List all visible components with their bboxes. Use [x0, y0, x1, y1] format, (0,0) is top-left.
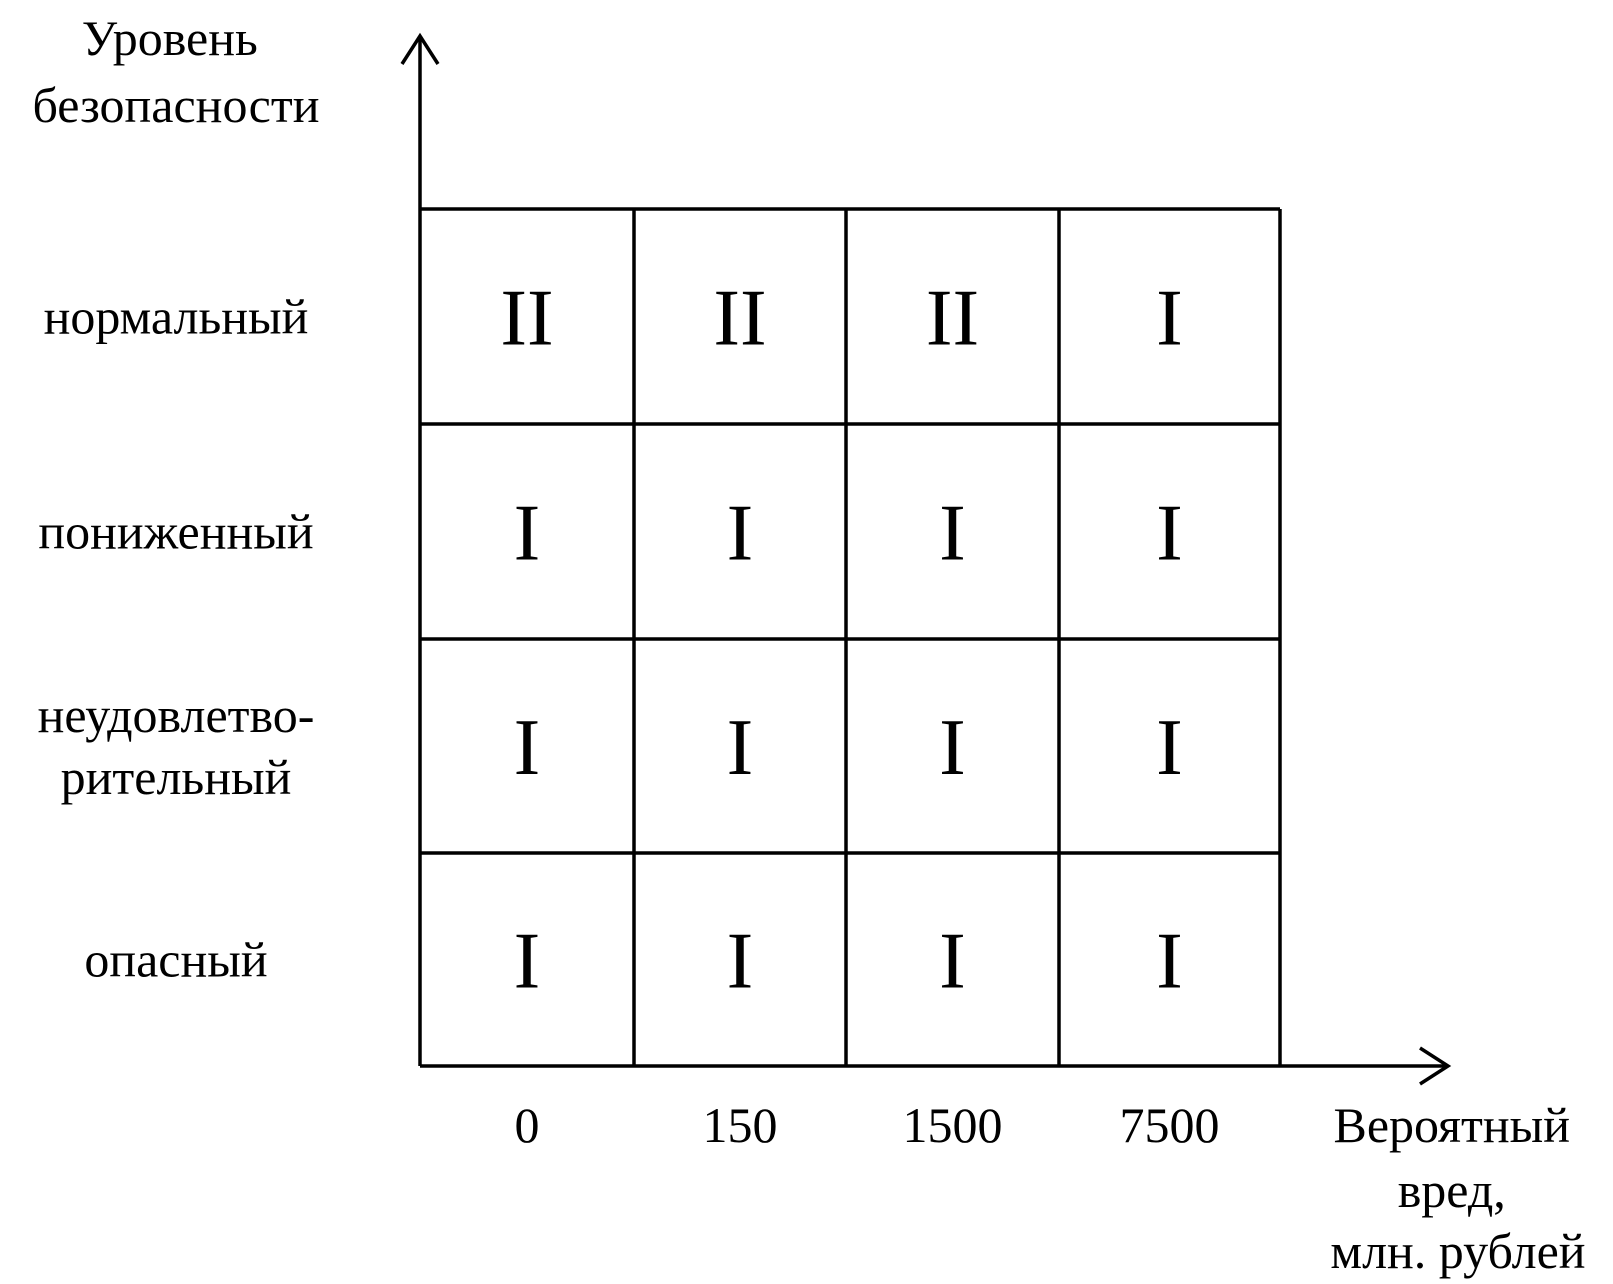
y-axis-category-label-line: рительный [61, 749, 292, 805]
grid-cell-value: I [514, 918, 541, 1006]
grid-cell-value: I [727, 490, 754, 578]
grid-cell-value: I [514, 704, 541, 792]
y-axis-arrowhead [400, 32, 440, 65]
y-axis-title-line-2: безопасности [33, 77, 320, 133]
grid-cell-value: I [939, 918, 966, 1006]
x-axis-title: Вероятный вред, млн. рублей [1330, 1097, 1585, 1279]
y-axis-category-label-line: пониженный [38, 504, 313, 560]
x-axis-arrowhead [1419, 1046, 1452, 1086]
y-axis-title-line-1: Уровень [82, 10, 258, 66]
grid-cell-value: I [939, 704, 966, 792]
x-axis-tick-label: 150 [703, 1097, 778, 1153]
y-axis-category-labels: нормальный пониженный неудовлетво-рительны… [38, 289, 315, 988]
grid-cell-value: I [939, 490, 966, 578]
x-axis-title-line-3: млн. рублей [1330, 1223, 1585, 1279]
grid-cells: II II II II I I II I I II I I I [500, 275, 1182, 1006]
grid-cell-value: I [727, 704, 754, 792]
grid-cell-value: I [727, 918, 754, 1006]
grid-cell-value: II [926, 275, 979, 363]
y-axis-category-label: неудовлетво-рительный [38, 687, 315, 805]
grid-cell-value: II [500, 275, 553, 363]
grid-cell-value: I [514, 490, 541, 578]
y-axis-category-label-line: опасный [84, 932, 267, 988]
y-axis-category-label: опасный [84, 932, 267, 988]
y-axis-category-label: нормальный [44, 289, 309, 345]
grid-cell-value: I [1156, 704, 1183, 792]
grid-cell-value: I [1156, 490, 1183, 578]
x-axis-tick-label: 0 [515, 1097, 540, 1153]
grid-lines [420, 207, 1282, 1066]
x-axis-tick-label: 1500 [903, 1097, 1003, 1153]
y-axis-title: Уровень безопасности [33, 10, 320, 133]
x-axis-title-line-1: Вероятный [1333, 1097, 1570, 1153]
grid-cell-value: I [1156, 275, 1183, 363]
grid-cell-value: I [1156, 918, 1183, 1006]
y-axis-category-label-line: неудовлетво- [38, 687, 315, 743]
x-axis-tick-labels: 0 150 1500 7500 [515, 1097, 1220, 1153]
x-axis-tick-label: 7500 [1120, 1097, 1220, 1153]
y-axis-category-label: пониженный [38, 504, 313, 560]
x-axis-title-line-2: вред, [1398, 1162, 1506, 1218]
grid-cell-value: II [713, 275, 766, 363]
y-axis-category-label-line: нормальный [44, 289, 309, 345]
